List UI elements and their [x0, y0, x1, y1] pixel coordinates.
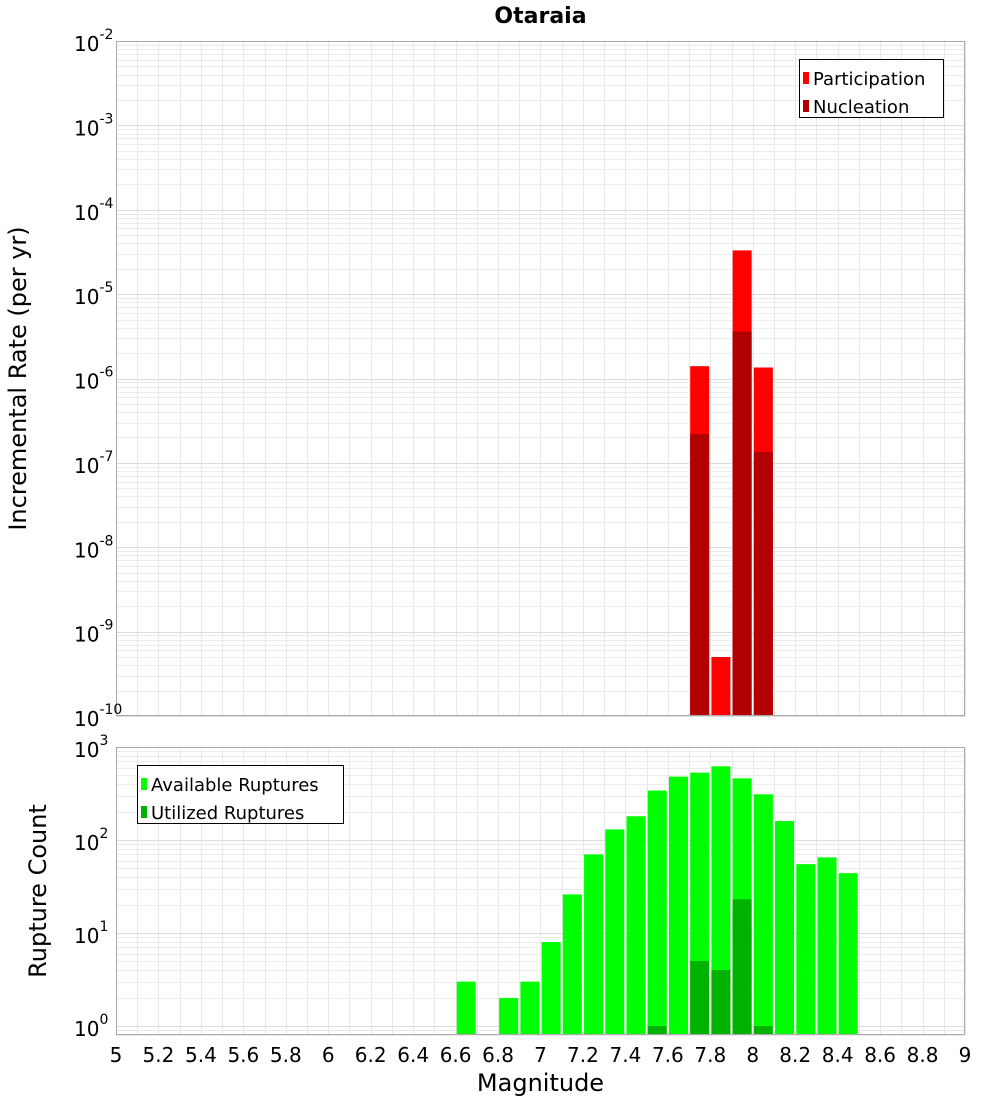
legend-label: Utilized Ruptures — [151, 803, 304, 824]
legend: Available Ruptures Utilized Ruptures — [137, 765, 344, 824]
x-tick-label: 7.2 — [567, 1043, 599, 1067]
x-tick-label: 7.6 — [652, 1043, 684, 1067]
bar — [541, 942, 561, 1035]
x-tick-label: 5.2 — [143, 1043, 175, 1067]
plot-border — [116, 41, 965, 716]
bar — [711, 766, 731, 1035]
y-tick-label: 10-6 — [74, 365, 114, 394]
bar — [711, 969, 731, 1035]
legend-label: Nucleation — [813, 97, 909, 118]
x-tick-label: 7.8 — [694, 1043, 726, 1067]
bar — [668, 776, 688, 1035]
bar — [775, 821, 795, 1035]
legend-swatch — [141, 778, 147, 790]
bar — [796, 864, 816, 1035]
y-tick-label: 10-10 — [74, 702, 122, 731]
legend-swatch — [141, 806, 147, 818]
x-tick-label: 8 — [746, 1043, 759, 1067]
x-tick-label: 8.2 — [779, 1043, 811, 1067]
bar — [838, 873, 858, 1035]
series-available-ruptures — [456, 766, 858, 1035]
chart-title: Otaraia — [494, 4, 586, 29]
bar — [584, 854, 604, 1035]
y-tick-label: 100 — [74, 1012, 108, 1041]
x-tick-label: 6.8 — [482, 1043, 514, 1067]
bar — [732, 899, 752, 1035]
bar — [647, 790, 667, 1035]
bar — [732, 331, 752, 716]
bar — [753, 794, 773, 1035]
series-utilized-ruptures — [647, 899, 773, 1035]
plot-border — [116, 747, 965, 1035]
y-tick-label: 10-8 — [74, 533, 113, 562]
y-axis-label: Rupture Count — [24, 804, 52, 978]
x-tick-label: 6.4 — [397, 1043, 429, 1067]
y-tick-label: 102 — [74, 826, 108, 855]
x-tick-labels: 5 5.2 5.4 5.6 5.8 6 6.2 6.4 6.6 6.8 7 7.2 7.4 7.6 7.8 8… — [110, 1043, 972, 1067]
x-tick-label: 5.8 — [270, 1043, 302, 1067]
bar — [520, 981, 540, 1035]
bar — [499, 997, 519, 1035]
bar — [711, 657, 731, 716]
bar — [605, 829, 625, 1035]
bar — [647, 1025, 667, 1035]
legend-label: Participation — [813, 69, 925, 90]
x-axis-label: Magnitude — [477, 1069, 604, 1097]
x-tick-label: 5.4 — [185, 1043, 217, 1067]
y-tick-label: 10-4 — [74, 196, 114, 225]
x-tick-label: 6.6 — [440, 1043, 472, 1067]
bar — [626, 816, 646, 1035]
legend-swatch — [803, 72, 809, 84]
y-tick-label: 103 — [74, 733, 108, 762]
y-tick-label: 101 — [74, 919, 108, 948]
bar — [753, 451, 773, 716]
x-tick-label: 8.8 — [907, 1043, 939, 1067]
grid — [116, 41, 966, 717]
x-tick-label: 5.6 — [227, 1043, 259, 1067]
bar — [817, 857, 837, 1035]
bar — [690, 433, 710, 716]
y-axis-label: Incremental Rate (per yr) — [4, 226, 32, 530]
legend-box — [137, 765, 344, 824]
x-tick-label: 7.4 — [609, 1043, 641, 1067]
bar — [562, 894, 582, 1035]
x-tick-label: 6 — [322, 1043, 335, 1067]
series-nucleation — [690, 331, 773, 716]
y-tick-label: 10-2 — [74, 27, 113, 56]
panel-1: 10-10 10-9 10-8 10-7 10-6 10-5 10-4 10-3 10-2 Inc… — [4, 27, 966, 731]
x-tick-label: 9 — [959, 1043, 972, 1067]
x-tick-label: 7 — [534, 1043, 547, 1067]
bar — [753, 1025, 773, 1035]
bar — [690, 960, 710, 1035]
legend: Participation Nucleation — [799, 59, 944, 118]
y-tick-label: 10-9 — [74, 618, 113, 647]
x-tick-label: 8.6 — [864, 1043, 896, 1067]
y-tick-label: 10-5 — [74, 280, 113, 309]
x-tick-label: 8.4 — [822, 1043, 854, 1067]
legend-label: Available Ruptures — [151, 775, 319, 796]
panel-2: 100 101 102 103 Rupture Count Available Ruptu… — [24, 733, 966, 1041]
bar — [456, 981, 476, 1035]
y-tick-label: 10-3 — [74, 111, 113, 140]
x-tick-label: 5 — [110, 1043, 123, 1067]
legend-swatch — [803, 100, 809, 112]
y-tick-label: 10-7 — [74, 449, 113, 478]
legend-box — [799, 59, 944, 118]
x-tick-label: 6.2 — [355, 1043, 387, 1067]
